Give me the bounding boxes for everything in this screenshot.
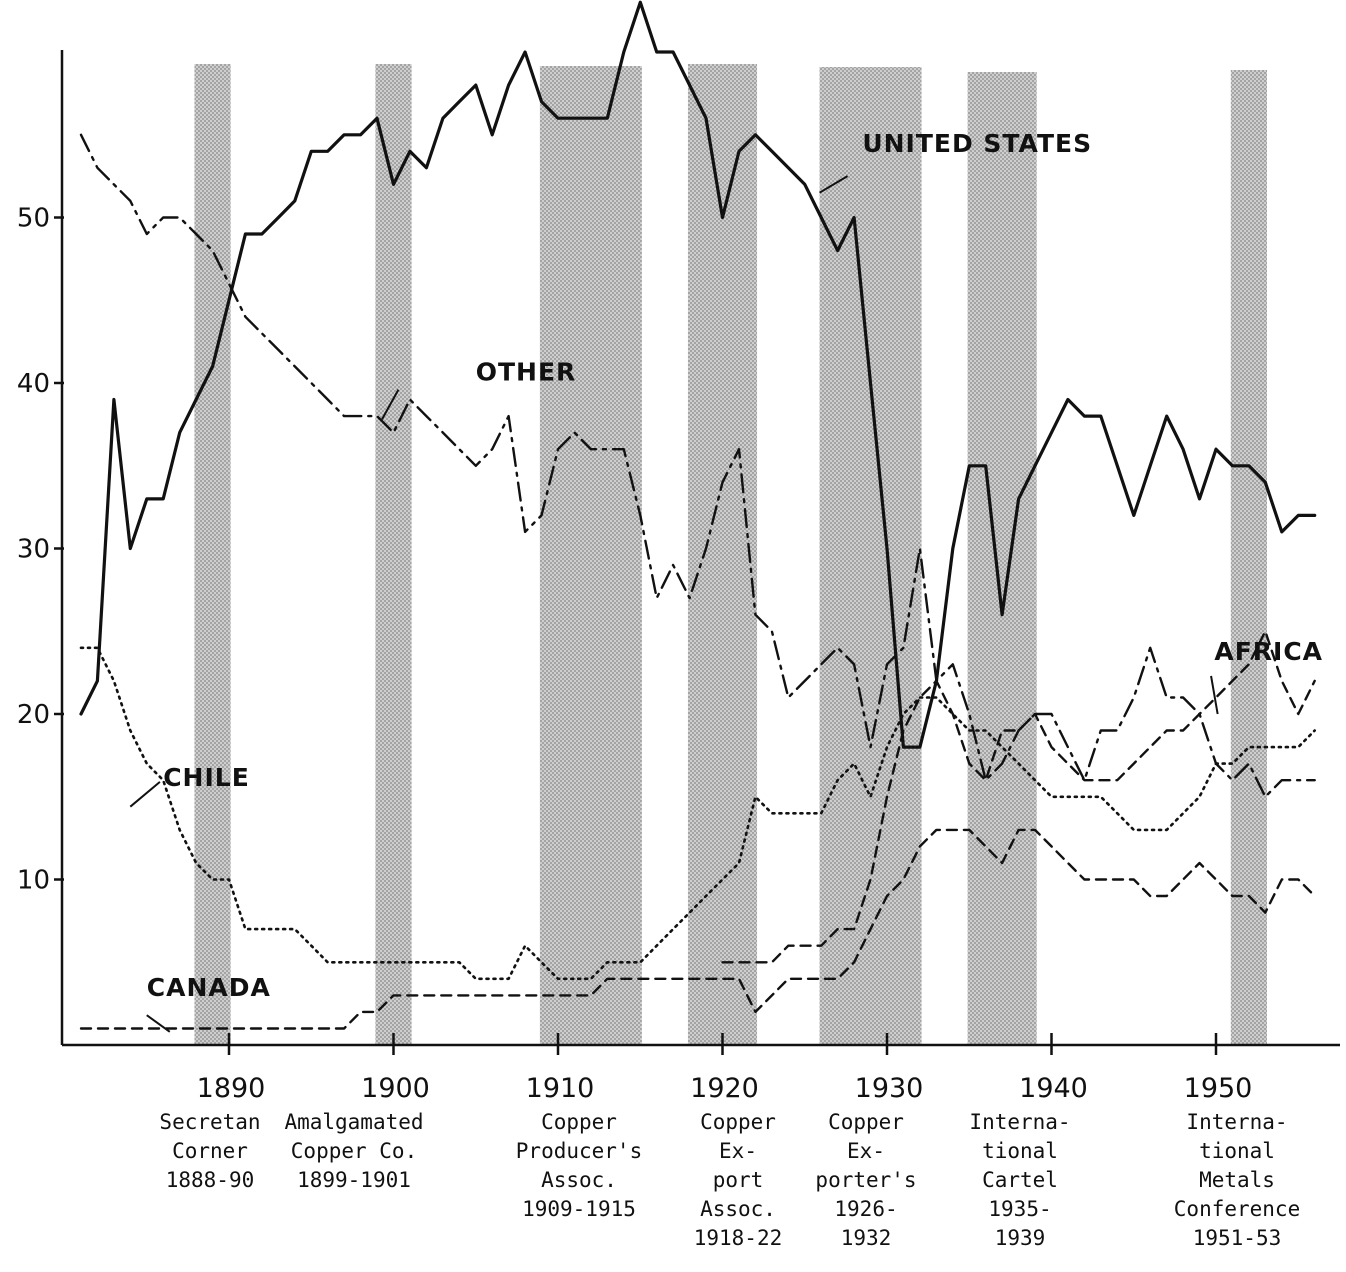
y-tick-label-50: 50: [17, 204, 50, 234]
period-label-1899-line-1: Copper Co.: [291, 1139, 417, 1163]
period-label-1951-line-1: tional: [1199, 1139, 1275, 1163]
x-tick-label-1940: 1940: [1019, 1073, 1088, 1104]
shaded-periods: [194, 64, 1267, 1045]
period-label-1909-line-1: Producer's: [516, 1139, 642, 1163]
period-label-1935-line-2: Cartel: [982, 1168, 1058, 1192]
period-label-1926-line-2: porter's: [815, 1168, 916, 1192]
shaded-period-1926-1932: [819, 67, 922, 1045]
period-label-1918-line-2: port: [713, 1168, 764, 1192]
y-tick-label-10: 10: [17, 866, 50, 896]
series-label-chile: CHILE: [163, 763, 250, 792]
shaded-period-1951-1953: [1230, 70, 1267, 1045]
y-tick-label-30: 30: [17, 535, 50, 565]
period-labels: Secretan Corner 1888-90 Amalgamated Copper C…: [159, 1110, 1300, 1250]
series-labels: UNITED STATES OTHER CHILE AFRICA CANADA: [129, 129, 1323, 1033]
period-label-1951-line-0: Interna-: [1186, 1110, 1287, 1134]
series-line-canada: [79, 828, 1316, 1030]
series-line-united-states: [79, 0, 1317, 749]
series-line-other: [79, 133, 1316, 798]
series-arrow-chile: [129, 781, 161, 808]
shaded-period-1935-1939: [967, 72, 1037, 1045]
period-label-1951-line-2: Metals: [1199, 1168, 1275, 1192]
series-label-other: OTHER: [476, 357, 577, 386]
series-line-chile: [79, 646, 1316, 981]
period-label-1918-line-1: Ex-: [719, 1139, 757, 1163]
period-label-1899-line-2: 1899-1901: [297, 1168, 411, 1192]
x-tick-label-1890: 1890: [197, 1073, 266, 1104]
period-label-1909-line-3: 1909-1915: [522, 1197, 636, 1221]
period-label-1888-line-2: 1888-90: [166, 1168, 255, 1192]
x-tick-label-1920: 1920: [690, 1073, 759, 1104]
series-line-africa: [721, 630, 1316, 964]
series-arrow-other: [381, 389, 400, 420]
x-tick-label-1950: 1950: [1184, 1073, 1253, 1104]
x-tick-label-1910: 1910: [526, 1073, 595, 1104]
period-label-1951-line-3: Conference: [1174, 1197, 1300, 1221]
shaded-period-1888-1890: [194, 64, 231, 1045]
x-tick-label-1900: 1900: [361, 1073, 430, 1104]
series-lines: [79, 0, 1317, 1030]
period-label-1918-line-3: Assoc.: [700, 1197, 776, 1221]
period-label-1935-line-3: 1935-: [988, 1197, 1051, 1221]
period-label-1926-line-3: 1926-: [834, 1197, 897, 1221]
series-label-united-states: UNITED STATES: [862, 129, 1092, 158]
period-label-1926-line-0: Copper: [828, 1110, 904, 1134]
series-arrow-united-states: [819, 175, 849, 194]
period-label-1935-line-0: Interna-: [969, 1110, 1070, 1134]
period-label-1935-line-1: tional: [982, 1139, 1058, 1163]
period-label-1926-line-4: 1932: [841, 1226, 892, 1250]
shaded-period-1918-1922: [687, 64, 758, 1045]
period-label-1909-line-0: Copper: [541, 1110, 617, 1134]
period-label-1888-line-1: Corner: [172, 1139, 248, 1163]
period-label-1918-line-4: 1918-22: [694, 1226, 783, 1250]
period-label-1926-line-1: Ex-: [847, 1139, 885, 1163]
series-arrow-canada: [146, 1014, 171, 1033]
x-tick-label-1930: 1930: [855, 1073, 924, 1104]
shaded-period-1909-1915: [539, 66, 642, 1045]
axes: 10 20 30 40 50 1890 1900 1910 1920 1930 1940 1950: [17, 50, 1340, 1104]
shaded-period-1899-1901: [375, 64, 412, 1045]
period-label-1951-line-4: 1951-53: [1193, 1226, 1282, 1250]
series-label-africa: AFRICA: [1214, 637, 1323, 666]
period-label-1899-line-0: Amalgamated: [284, 1110, 423, 1134]
period-label-1935-line-4: 1939: [995, 1226, 1046, 1250]
period-label-1909-line-2: Assoc.: [541, 1168, 617, 1192]
y-tick-label-40: 40: [17, 369, 50, 399]
series-arrow-africa: [1210, 675, 1219, 715]
y-tick-label-20: 20: [17, 700, 50, 730]
period-label-1918-line-0: Copper: [700, 1110, 776, 1134]
series-label-canada: CANADA: [147, 973, 271, 1002]
period-label-1888-line-0: Secretan: [159, 1110, 260, 1134]
